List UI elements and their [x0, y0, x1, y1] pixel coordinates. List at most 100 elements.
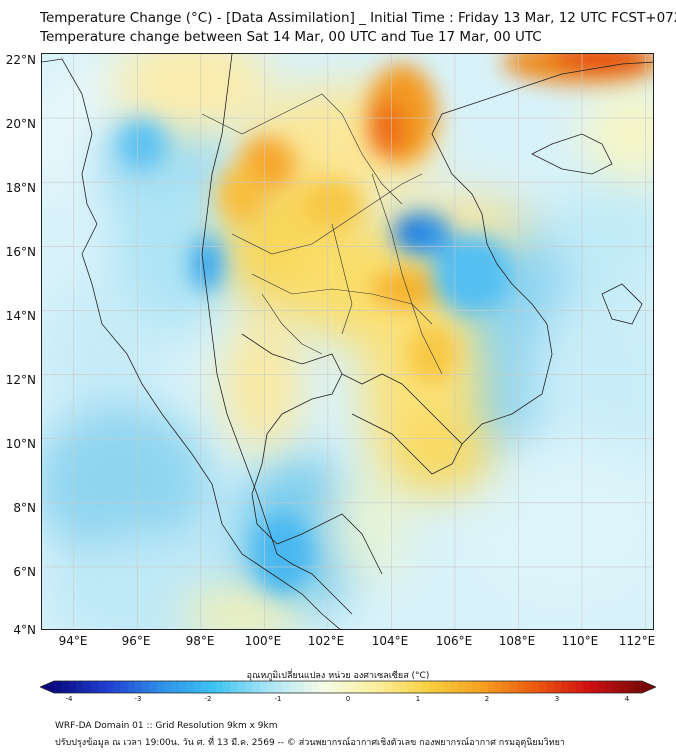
- colorbar-bin: [590, 681, 599, 693]
- colorbar-bin: [259, 681, 268, 693]
- colorbar-bin: [178, 681, 187, 693]
- colorbar-bin: [539, 681, 547, 693]
- colorbar: [40, 680, 656, 694]
- colorbar-bin: [311, 681, 319, 693]
- colorbar-bin: [406, 681, 415, 693]
- colorbar-bin: [215, 681, 224, 693]
- colorbar-bin: [627, 681, 636, 693]
- lat-label: 18°N: [5, 181, 36, 195]
- colorbar-bin: [583, 681, 591, 693]
- colorbar-bin: [443, 681, 452, 693]
- colorbar-bin: [370, 681, 378, 693]
- lon-label: 100°E: [244, 634, 282, 648]
- colorbar-tick: -4: [65, 695, 73, 703]
- map-subtitle: Temperature change between Sat 14 Mar, 0…: [40, 29, 542, 45]
- colorbar-bin: [619, 681, 628, 693]
- lon-label: 112°E: [618, 634, 656, 648]
- map-title: Temperature Change (°C) - [Data Assimila…: [40, 10, 676, 26]
- colorbar-bin: [186, 681, 195, 693]
- colorbar-bin: [61, 681, 70, 693]
- colorbar-bin: [561, 681, 569, 693]
- colorbar-bin: [230, 681, 239, 693]
- colorbar-bin: [318, 681, 327, 693]
- field-hot-layer: [217, 54, 653, 384]
- lat-label: 12°N: [5, 373, 36, 387]
- lat-label: 16°N: [5, 245, 36, 259]
- colorbar-bin: [120, 681, 128, 693]
- lat-label: 4°N: [13, 623, 36, 637]
- colorbar-bin: [472, 681, 481, 693]
- colorbar-bin: [340, 681, 349, 693]
- colorbar-bin: [384, 681, 393, 693]
- lat-label: 20°N: [5, 117, 36, 131]
- lat-label: 8°N: [13, 501, 36, 515]
- colorbar-bin: [509, 681, 518, 693]
- colorbar-bin: [68, 681, 77, 693]
- colorbar-bin: [487, 681, 496, 693]
- colorbar-bin: [612, 681, 621, 693]
- colorbar-bin: [303, 681, 312, 693]
- colorbar-bin: [223, 681, 231, 693]
- footer-model-info: WRF-DA Domain 01 :: Grid Resolution 9km …: [55, 721, 278, 731]
- colorbar-tick: 0: [345, 695, 351, 703]
- colorbar-bin: [252, 681, 261, 693]
- colorbar-bin: [54, 681, 62, 693]
- colorbar-bin: [553, 681, 562, 693]
- colorbar-bin: [98, 681, 106, 693]
- colorbar-bin: [421, 681, 430, 693]
- colorbar-tick: -3: [134, 695, 142, 703]
- colorbar-bin: [634, 681, 643, 693]
- colorbar-bin: [428, 681, 437, 693]
- colorbar-bin: [105, 681, 114, 693]
- colorbar-tick: -1: [274, 695, 282, 703]
- colorbar-bin: [245, 681, 253, 693]
- borders: [201, 93, 443, 375]
- colorbar-bin: [362, 681, 371, 693]
- lon-label: 96°E: [121, 634, 151, 648]
- colorbar-bin: [76, 681, 84, 693]
- colorbar-bin: [274, 681, 283, 693]
- colorbar-tick: -2: [204, 695, 212, 703]
- colorbar-bin: [83, 681, 92, 693]
- colorbar-bin: [296, 681, 305, 693]
- colorbar-bin: [575, 681, 584, 693]
- colorbar-extend-high: [642, 681, 656, 693]
- colorbar-bin: [142, 681, 150, 693]
- coastlines: [42, 54, 653, 629]
- colorbar-bin: [605, 681, 613, 693]
- colorbar-bin: [237, 681, 246, 693]
- colorbar-bin: [414, 681, 422, 693]
- colorbar-bin: [171, 681, 180, 693]
- colorbar-bin: [149, 681, 158, 693]
- colorbar-bin: [377, 681, 386, 693]
- colorbar-bin: [289, 681, 297, 693]
- lon-label: 106°E: [435, 634, 473, 648]
- colorbar-tick: 3: [554, 695, 560, 703]
- colorbar-tick: 2: [484, 695, 490, 703]
- colorbar-tick: 4: [624, 695, 630, 703]
- colorbar-bin: [517, 681, 525, 693]
- colorbar-bin: [325, 681, 334, 693]
- colorbar-bin: [127, 681, 136, 693]
- colorbar-bin: [193, 681, 202, 693]
- lon-label: 110°E: [561, 634, 599, 648]
- lat-label: 10°N: [5, 437, 36, 451]
- colorbar-bin: [355, 681, 364, 693]
- colorbar-bin: [524, 681, 533, 693]
- colorbar-bin: [333, 681, 342, 693]
- temperature-change-map: [41, 53, 654, 630]
- colorbar-bin: [134, 681, 143, 693]
- lat-label: 22°N: [5, 53, 36, 67]
- colorbar-bin: [546, 681, 555, 693]
- lon-label: 104°E: [371, 634, 409, 648]
- colorbar-bin: [399, 681, 408, 693]
- colorbar-bin: [112, 681, 121, 693]
- colorbar-bin: [164, 681, 172, 693]
- colorbar-bin: [450, 681, 459, 693]
- lon-label: 94°E: [58, 634, 88, 648]
- lon-label: 102°E: [307, 634, 345, 648]
- colorbar-bin: [281, 681, 290, 693]
- colorbar-extend-low: [40, 681, 54, 693]
- colorbar-bin: [568, 681, 577, 693]
- colorbar-bin: [201, 681, 209, 693]
